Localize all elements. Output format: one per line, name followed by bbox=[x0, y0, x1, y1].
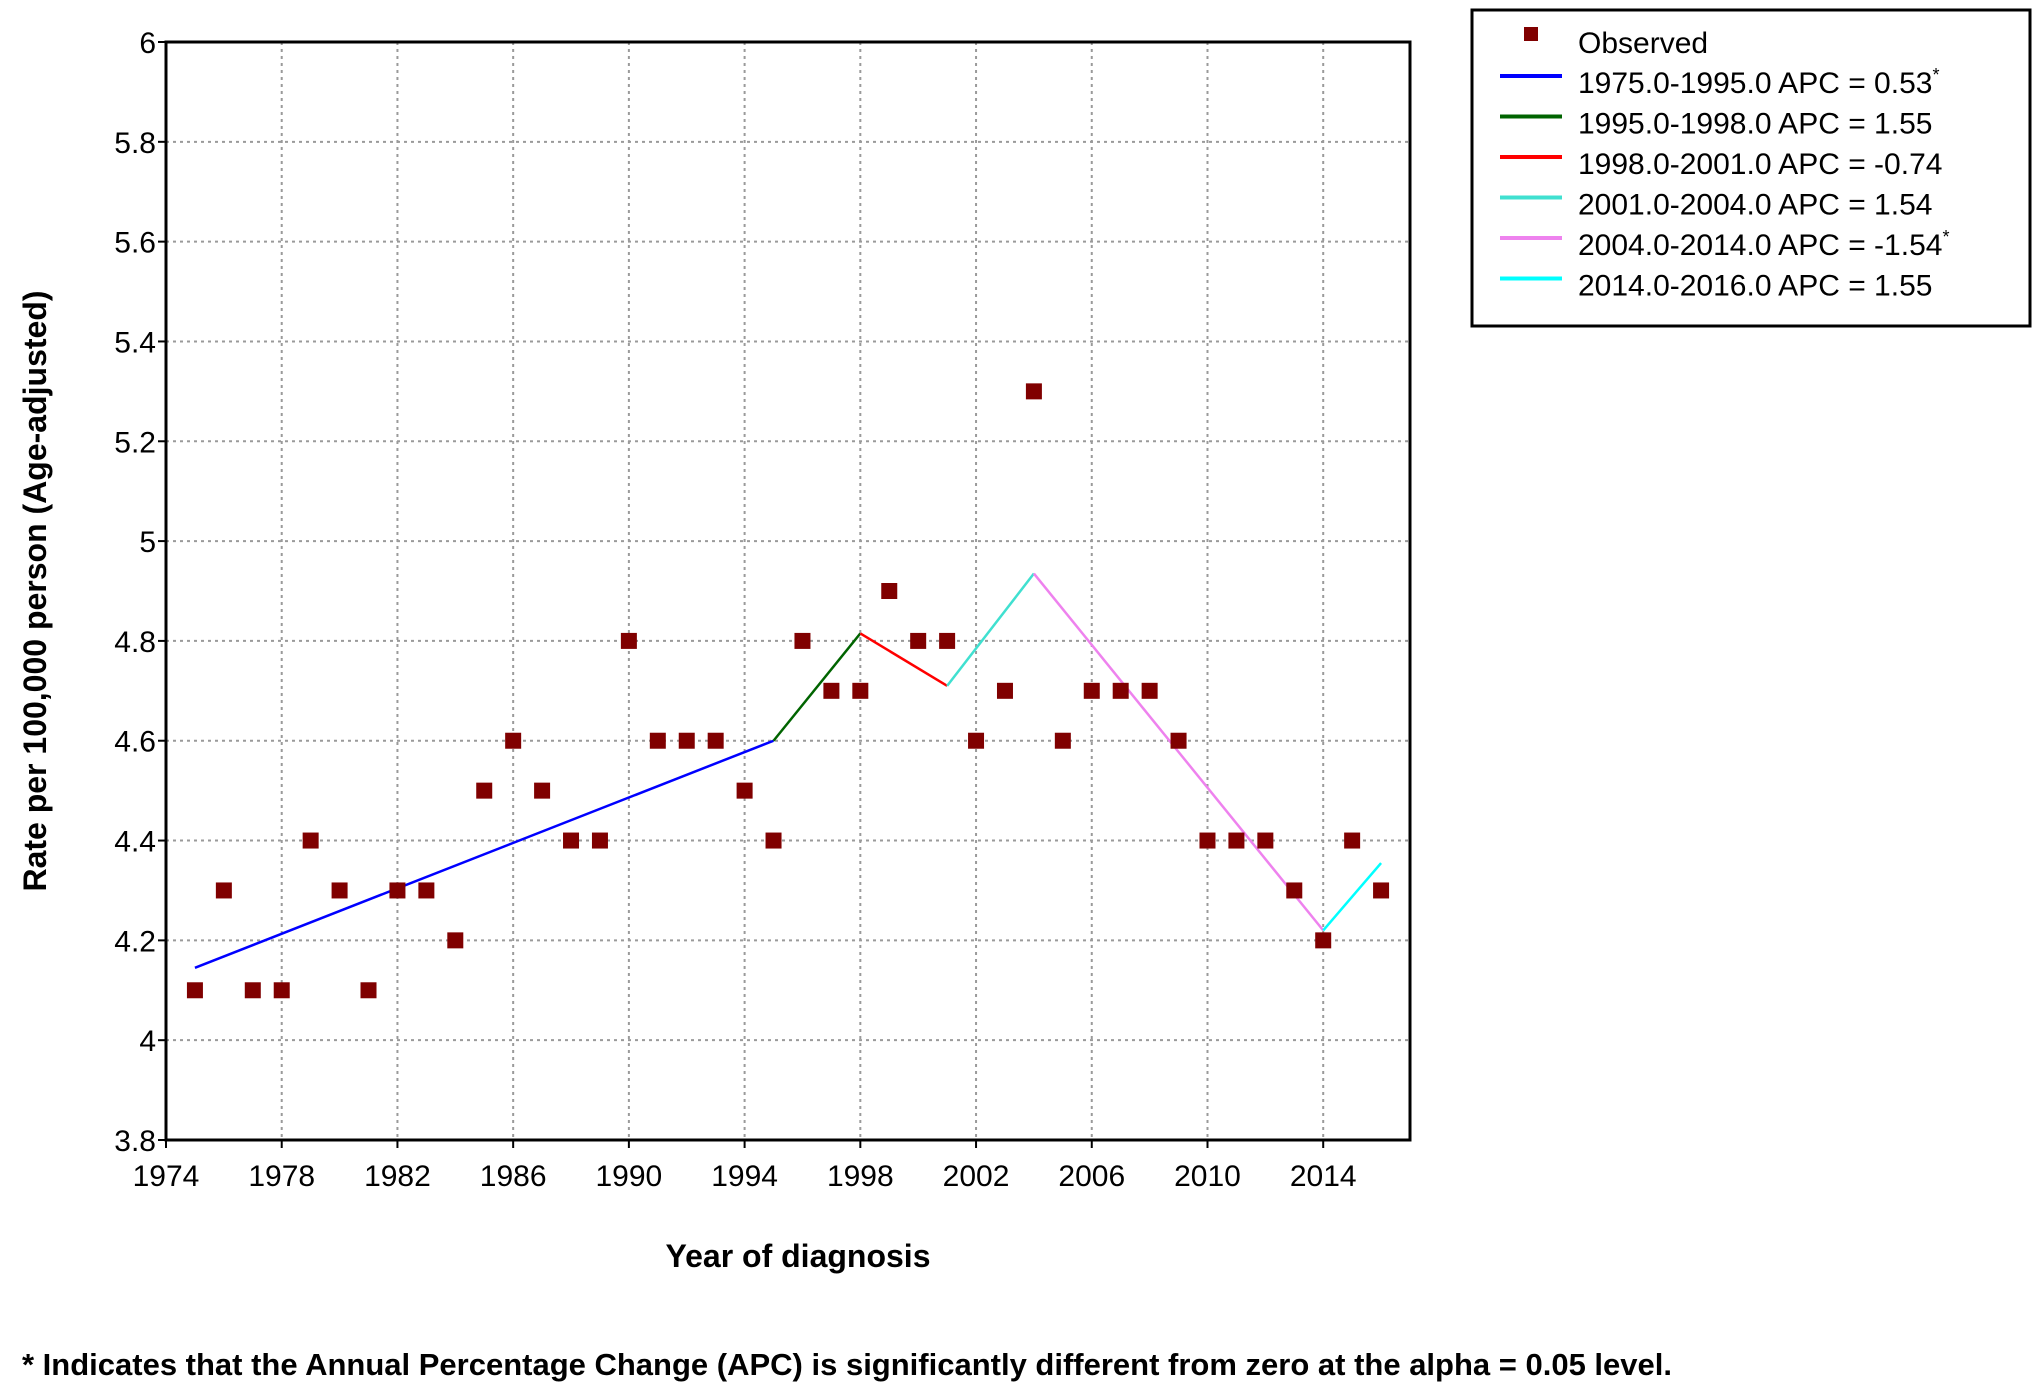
observed-point bbox=[1199, 832, 1216, 849]
observed-point bbox=[1141, 682, 1158, 699]
observed-point bbox=[1373, 882, 1390, 899]
observed-point bbox=[418, 882, 435, 899]
legend-observed-marker bbox=[1524, 27, 1538, 41]
joinpoint-trend-lines bbox=[194, 572, 1383, 969]
y-tick-label: 3.8 bbox=[114, 1125, 156, 1158]
observed-point bbox=[186, 982, 203, 999]
y-tick-label: 5.4 bbox=[114, 326, 156, 359]
x-tick-label: 1978 bbox=[248, 1160, 315, 1193]
legend-observed-label: Observed bbox=[1578, 27, 1708, 60]
observed-point bbox=[996, 682, 1013, 699]
trend-segment bbox=[1322, 862, 1383, 932]
y-tick-label: 4.4 bbox=[114, 826, 156, 859]
y-tick-label: 5.8 bbox=[114, 127, 156, 160]
observed-point bbox=[1228, 832, 1245, 849]
y-tick-label: 5.6 bbox=[114, 227, 156, 260]
legend: Observed 1975.0-1995.0 APC = 0.53* 1995.0… bbox=[1470, 8, 2032, 328]
observed-point bbox=[910, 632, 927, 649]
observed-point bbox=[707, 732, 724, 749]
observed-point bbox=[1054, 732, 1071, 749]
x-axis-title: Year of diagnosis bbox=[666, 1238, 931, 1274]
y-axis-title: Rate per 100,000 person (Age-adjusted) bbox=[17, 290, 53, 891]
observed-point bbox=[563, 832, 580, 849]
trend-segment bbox=[194, 739, 774, 969]
observed-point bbox=[794, 632, 811, 649]
observed-point bbox=[215, 882, 232, 899]
y-tick-label: 6 bbox=[139, 27, 156, 60]
observed-point bbox=[939, 632, 956, 649]
observed-point bbox=[765, 832, 782, 849]
observed-point bbox=[476, 782, 493, 799]
legend-segment-label: 1975.0-1995.0 APC = 0.53* bbox=[1578, 65, 1939, 100]
observed-point bbox=[1025, 383, 1042, 400]
legend-segment-label: 2014.0-2016.0 APC = 1.55 bbox=[1578, 270, 1932, 303]
y-tick-label: 5 bbox=[139, 526, 156, 559]
x-tick-label: 2014 bbox=[1290, 1160, 1357, 1193]
gridlines bbox=[166, 42, 1410, 1140]
observed-point bbox=[823, 682, 840, 699]
x-tick-label: 1994 bbox=[711, 1160, 778, 1193]
observed-point bbox=[302, 832, 319, 849]
observed-point bbox=[1083, 682, 1100, 699]
legend-segment-label: 1995.0-1998.0 APC = 1.55 bbox=[1578, 108, 1932, 141]
observed-point bbox=[968, 732, 985, 749]
observed-point bbox=[1112, 682, 1129, 699]
observed-point bbox=[360, 982, 377, 999]
observed-point bbox=[389, 882, 406, 899]
significance-star: * bbox=[1932, 65, 1939, 85]
observed-point bbox=[447, 932, 464, 949]
observed-point bbox=[505, 732, 522, 749]
observed-point bbox=[1286, 882, 1303, 899]
x-tick-label: 1990 bbox=[596, 1160, 663, 1193]
x-tick-label: 1974 bbox=[133, 1160, 200, 1193]
x-tick-label: 2006 bbox=[1058, 1160, 1125, 1193]
observed-point bbox=[244, 982, 261, 999]
observed-point bbox=[534, 782, 551, 799]
x-tick-label: 1986 bbox=[480, 1160, 547, 1193]
observed-point bbox=[736, 782, 753, 799]
y-tick-label: 4.2 bbox=[114, 925, 156, 958]
footnote: * Indicates that the Annual Percentage C… bbox=[22, 1347, 1672, 1382]
y-tick-label: 4.8 bbox=[114, 626, 156, 659]
observed-point bbox=[649, 732, 666, 749]
observed-point bbox=[1257, 832, 1274, 849]
x-tick-label: 2010 bbox=[1174, 1160, 1241, 1193]
observed-point bbox=[620, 632, 637, 649]
legend-segment-label: 2004.0-2014.0 APC = -1.54* bbox=[1578, 227, 1949, 262]
y-tick-label: 5.2 bbox=[114, 426, 156, 459]
x-tick-label: 1982 bbox=[364, 1160, 431, 1193]
observed-point bbox=[1170, 732, 1187, 749]
significance-star: * bbox=[1942, 227, 1949, 247]
trend-segment bbox=[859, 632, 948, 687]
legend-box bbox=[1470, 8, 2032, 328]
trend-segment bbox=[946, 572, 1035, 687]
plot-area bbox=[164, 40, 1412, 1142]
observed-point bbox=[678, 732, 695, 749]
x-tick-label: 1998 bbox=[827, 1160, 894, 1193]
y-tick-label: 4.6 bbox=[114, 726, 156, 759]
observed-point bbox=[1344, 832, 1361, 849]
observed-point bbox=[591, 832, 608, 849]
legend-segment-label: 2001.0-2004.0 APC = 1.54 bbox=[1578, 189, 1932, 222]
legend-segment-entries: 1975.0-1995.0 APC = 0.53* 1995.0-1998.0 A… bbox=[1500, 65, 1949, 303]
trend-segment bbox=[772, 632, 862, 742]
observed-point bbox=[881, 583, 898, 599]
legend-segment-label: 1998.0-2001.0 APC = -0.74 bbox=[1578, 148, 1942, 181]
x-tick-label: 2002 bbox=[943, 1160, 1010, 1193]
observed-point bbox=[273, 982, 290, 999]
observed-point bbox=[331, 882, 348, 899]
observed-point bbox=[852, 682, 869, 699]
observed-point bbox=[1315, 932, 1332, 949]
trend-segment bbox=[1032, 572, 1325, 932]
y-axis-ticks: 3.8 4 4.2 4.4 4.6 4.8 5 5.2 5.4 5.6 5.8 6 bbox=[114, 27, 166, 1158]
x-axis-ticks: 1974 1978 1982 1986 1990 1994 1998 2002 2006 2010… bbox=[133, 1140, 1357, 1193]
observed-points bbox=[186, 383, 1390, 999]
y-tick-label: 4 bbox=[139, 1025, 156, 1058]
